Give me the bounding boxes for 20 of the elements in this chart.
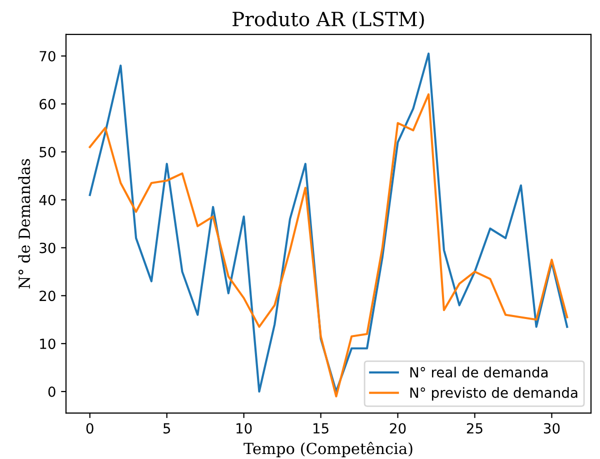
legend-label: N° real de demanda (410, 366, 548, 378)
y-tick-label: 0 (48, 386, 56, 398)
y-tick-label: 70 (40, 50, 56, 62)
y-tick-label: 20 (40, 290, 56, 302)
x-tick-label: 5 (163, 423, 170, 434)
x-tick-label: 0 (86, 423, 94, 434)
x-axis-title: Tempo (Competência) (244, 442, 412, 458)
chart-title: Produto AR (LSTM) (232, 11, 424, 30)
x-tick-label: 15 (313, 423, 328, 434)
y-axis-title: N° de Demandas (18, 159, 30, 289)
y-tick-label: 10 (40, 338, 56, 350)
y-tick-label: 50 (40, 146, 56, 158)
x-tick-label: 30 (544, 423, 560, 434)
x-tick-label: 25 (466, 423, 482, 434)
y-tick-label: 60 (40, 98, 56, 110)
x-tick-label: 10 (236, 423, 252, 434)
legend-label: N° previsto de demanda (410, 387, 578, 401)
y-tick-label: 30 (40, 242, 56, 254)
y-tick-label: 40 (39, 194, 56, 206)
x-tick-label: 20 (390, 423, 406, 434)
